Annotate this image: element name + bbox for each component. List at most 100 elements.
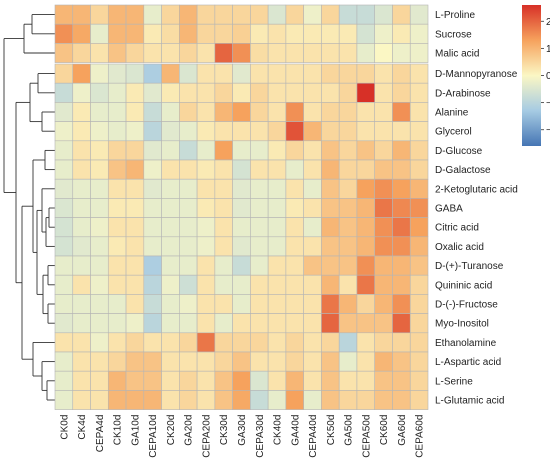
- heatmap-cell: [72, 351, 91, 372]
- heatmap-cell: [338, 140, 358, 161]
- heatmap-cell: [250, 294, 269, 314]
- heatmap-cell: [267, 82, 287, 103]
- heatmap-cell: [285, 332, 304, 353]
- heatmap-cell: [196, 23, 216, 44]
- heatmap-cell: [285, 255, 304, 276]
- heatmap-cell: [267, 198, 287, 218]
- heatmap-cell: [321, 178, 340, 199]
- heatmap-cell: [90, 390, 109, 410]
- heatmap-cell: [303, 217, 322, 238]
- column-label: CEPA20d: [201, 415, 212, 458]
- heatmap-cell: [90, 198, 109, 218]
- heatmap-cell: [285, 23, 304, 44]
- heatmap-cell: [232, 63, 251, 84]
- heatmap-cell: [250, 313, 269, 334]
- heatmap-cell: [143, 198, 162, 218]
- heatmap-cell: [90, 351, 109, 372]
- heatmap-cell: [321, 159, 340, 180]
- heatmap-cell: [356, 23, 376, 44]
- heatmap-cell: [196, 159, 216, 180]
- heatmap-cell: [196, 198, 216, 218]
- heatmap-cell: [374, 4, 393, 25]
- heatmap-cell: [90, 332, 109, 353]
- heatmap-cell: [374, 255, 393, 276]
- heatmap-cell: [179, 255, 198, 276]
- heatmap-cell: [392, 178, 411, 199]
- column-label: CEPA30d: [255, 415, 266, 458]
- heatmap-cell: [374, 332, 393, 353]
- heatmap-cell: [321, 294, 340, 314]
- heatmap-cell: [356, 140, 376, 161]
- heatmap-cell: [143, 255, 162, 276]
- heatmap-cell: [356, 390, 376, 410]
- heatmap-cell: [374, 63, 393, 84]
- heatmap-cell: [179, 217, 198, 238]
- heatmap-cell: [161, 23, 180, 44]
- heatmap-cell: [143, 82, 162, 103]
- heatmap-cell: [321, 121, 340, 142]
- heatmap-cell: [125, 82, 145, 103]
- heatmap-cell: [125, 43, 145, 63]
- heatmap-cell: [285, 4, 304, 25]
- heatmap-cell: [161, 370, 180, 391]
- heatmap-cell: [161, 82, 180, 103]
- heatmap-cell: [392, 63, 411, 84]
- heatmap-cell: [392, 236, 411, 257]
- heatmap-cell: [143, 159, 162, 180]
- heatmap-cell: [90, 43, 109, 63]
- row-label: L-Aspartic acid: [435, 357, 501, 368]
- heatmap-cell: [161, 159, 180, 180]
- heatmap-cell: [125, 294, 145, 314]
- heatmap-cell: [90, 255, 109, 276]
- heatmap-cell: [374, 313, 393, 334]
- heatmap-cell: [196, 370, 216, 391]
- heatmap-cell: [250, 140, 269, 161]
- heatmap-cell: [179, 63, 198, 84]
- heatmap-cell: [107, 294, 127, 314]
- heatmap-cell: [356, 370, 376, 391]
- heatmap-cell: [338, 236, 358, 257]
- heatmap-cell: [303, 332, 322, 353]
- heatmap-cell: [196, 217, 216, 238]
- heatmap-cell: [214, 23, 233, 44]
- heatmap-cell: [321, 23, 340, 44]
- heatmap-cell: [214, 390, 233, 410]
- heatmap-cell: [125, 198, 145, 218]
- row-label: L-Serine: [435, 376, 473, 387]
- heatmap-cell: [196, 82, 216, 103]
- heatmap-cell: [214, 82, 233, 103]
- heatmap-cell: [303, 255, 322, 276]
- heatmap-cell: [143, 140, 162, 161]
- heatmap-cell: [107, 390, 127, 410]
- heatmap-cell: [232, 274, 251, 295]
- heatmap-cell: [214, 198, 233, 218]
- heatmap-cell: [196, 102, 216, 122]
- heatmap-cell: [374, 351, 393, 372]
- heatmap-cell: [161, 294, 180, 314]
- heatmap-cell: [303, 178, 322, 199]
- heatmap-cell: [90, 63, 109, 84]
- heatmap-cell: [338, 102, 358, 122]
- heatmap-cell: [356, 63, 376, 84]
- heatmap-cell: [409, 63, 429, 84]
- heatmap-cell: [54, 313, 74, 334]
- heatmap-cell: [267, 255, 287, 276]
- heatmap-cell: [196, 236, 216, 257]
- row-label: L-Glutamic acid: [435, 396, 504, 407]
- heatmap-cell: [125, 140, 145, 161]
- heatmap-cell: [285, 217, 304, 238]
- heatmap-cell: [321, 198, 340, 218]
- heatmap-cell: [72, 332, 91, 353]
- row-label: Oxalic acid: [435, 242, 484, 253]
- heatmap-cell: [54, 140, 74, 161]
- heatmap-cell: [250, 274, 269, 295]
- legend-tick-label: −2: [546, 125, 550, 136]
- heatmap-cell: [54, 236, 74, 257]
- heatmap-cell: [107, 102, 127, 122]
- heatmap-cell: [179, 332, 198, 353]
- heatmap-cell: [72, 313, 91, 334]
- heatmap-cell: [179, 198, 198, 218]
- heatmap-cell: [107, 121, 127, 142]
- heatmap-cell: [303, 236, 322, 257]
